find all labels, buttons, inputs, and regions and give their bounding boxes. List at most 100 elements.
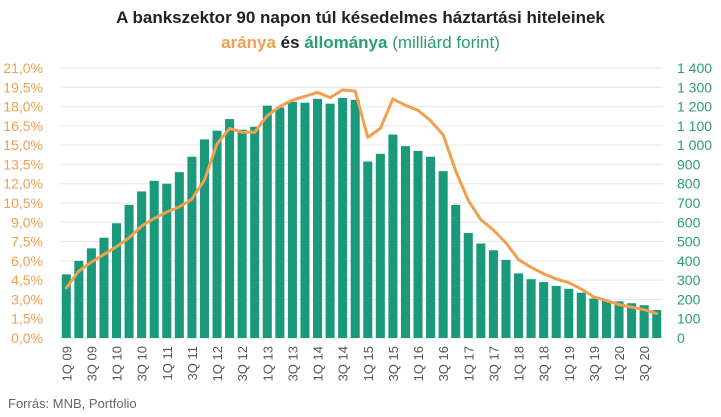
title-unit: (milliárd forint) <box>392 33 500 52</box>
bar <box>350 99 360 338</box>
bar <box>275 107 285 339</box>
y-left-tick-label: 21,0% <box>3 60 43 76</box>
bar <box>426 156 436 338</box>
bar <box>225 119 235 338</box>
bar <box>61 274 71 338</box>
bar <box>589 298 599 338</box>
x-tick-label: 3Q 16 <box>436 346 451 381</box>
bar <box>174 172 184 338</box>
x-tick-label: 1Q 17 <box>461 346 476 381</box>
y-left-tick-label: 0,0% <box>11 330 43 346</box>
x-tick-label: 1Q 19 <box>562 346 577 381</box>
x-tick-label: 1Q 09 <box>59 346 74 381</box>
x-tick-label: 3Q 11 <box>185 346 200 380</box>
y-left-tick-label: 18,0% <box>3 99 43 115</box>
y-right-tick-label: 1 400 <box>677 60 712 76</box>
y-right-tick-label: 800 <box>677 176 701 192</box>
x-tick-label: 1Q 10 <box>110 346 125 381</box>
x-tick-label: 1Q 14 <box>311 346 326 381</box>
bar <box>363 161 373 338</box>
bar <box>501 259 511 338</box>
x-tick-label: 3Q 13 <box>285 346 300 381</box>
y-right-tick-label: 1 200 <box>677 99 712 115</box>
title-and-word: és <box>280 33 300 52</box>
y-right-tick-label: 400 <box>677 253 701 269</box>
y-left-tick-label: 16,5% <box>3 118 43 134</box>
title-stock-word: állománya <box>304 33 388 52</box>
chart-title-line1: A bankszektor 90 napon túl késedelmes há… <box>116 8 605 27</box>
bar <box>250 126 260 338</box>
bar <box>627 303 637 338</box>
x-tick-label: 3Q 14 <box>336 346 351 381</box>
bar <box>262 105 272 338</box>
bar <box>614 301 624 338</box>
bar <box>576 292 586 338</box>
bar <box>400 146 410 338</box>
bar <box>639 305 649 338</box>
bar <box>338 97 348 339</box>
bar <box>313 98 323 338</box>
bar <box>463 232 473 338</box>
y-left-tick-label: 6,0% <box>11 253 43 269</box>
bar <box>526 279 536 338</box>
x-tick-label: 3Q 17 <box>486 346 501 381</box>
bar <box>237 129 247 338</box>
y-left-tick-label: 13,5% <box>3 156 43 172</box>
bar <box>601 300 611 338</box>
bar <box>124 204 134 338</box>
x-tick-label: 3Q 20 <box>637 346 652 381</box>
bar <box>652 310 662 338</box>
bar <box>137 191 147 338</box>
bar <box>388 134 398 338</box>
bar <box>162 183 172 338</box>
bar <box>325 103 335 338</box>
bar <box>476 243 486 338</box>
bar <box>212 130 222 338</box>
y-right-tick-label: 200 <box>677 291 701 307</box>
x-tick-label: 3Q 19 <box>587 346 602 381</box>
bar <box>199 139 209 338</box>
y-right-tick-label: 1 000 <box>677 137 712 153</box>
bar <box>99 237 109 338</box>
bar <box>539 282 549 338</box>
x-tick-label: 3Q 15 <box>386 346 401 381</box>
bar <box>514 273 524 338</box>
x-tick-label: 1Q 13 <box>260 346 275 381</box>
x-tick-label: 3Q 12 <box>235 346 250 381</box>
bar <box>86 248 96 338</box>
x-tick-label: 3Q 09 <box>84 346 99 381</box>
x-tick-label: 3Q 10 <box>135 346 150 381</box>
bar <box>112 223 122 338</box>
y-left-tick-label: 15,0% <box>3 137 43 153</box>
bar <box>287 101 297 338</box>
x-tick-label: 1Q 20 <box>612 346 627 381</box>
x-tick-label: 1Q 15 <box>361 346 376 381</box>
y-left-tick-label: 10,5% <box>3 195 43 211</box>
bar <box>300 102 310 338</box>
y-right-tick-label: 900 <box>677 156 701 172</box>
bar <box>187 156 197 338</box>
y-right-tick-label: 1 100 <box>677 118 712 134</box>
y-left-tick-label: 7,5% <box>11 234 43 250</box>
y-right-tick-label: 600 <box>677 214 701 230</box>
title-ratio-word: aránya <box>221 33 276 52</box>
y-left-tick-label: 12,0% <box>3 176 43 192</box>
y-right-tick-label: 700 <box>677 195 701 211</box>
x-tick-label: 1Q 11 <box>160 346 175 380</box>
y-left-tick-label: 1,5% <box>11 311 43 327</box>
x-tick-label: 1Q 12 <box>210 346 225 381</box>
y-left-tick-label: 19,5% <box>3 79 43 95</box>
y-left-tick-label: 4,5% <box>11 272 43 288</box>
bar <box>564 288 574 338</box>
y-right-tick-label: 100 <box>677 311 701 327</box>
x-tick-label: 3Q 18 <box>537 346 552 381</box>
source-note: Forrás: MNB, Portfolio <box>8 396 137 411</box>
bar <box>551 285 561 338</box>
bar <box>438 171 448 338</box>
bar <box>74 260 84 338</box>
y-left-tick-label: 9,0% <box>11 214 43 230</box>
bar <box>488 250 498 338</box>
bar <box>375 153 385 338</box>
